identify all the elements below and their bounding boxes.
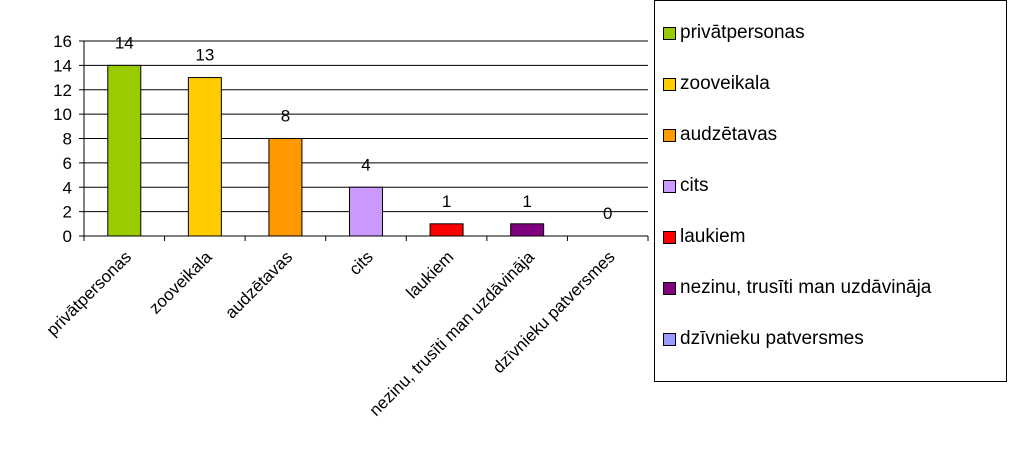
x-category-label: audzētavas xyxy=(221,247,296,322)
legend-swatch xyxy=(663,332,676,346)
legend-label: dzīvnieku patversmes xyxy=(680,328,864,349)
data-label: 1 xyxy=(442,192,451,211)
y-tick-label: 12 xyxy=(53,81,72,100)
y-tick-label: 8 xyxy=(63,130,72,149)
legend-item: privātpersonas xyxy=(663,22,805,44)
legend-swatch xyxy=(663,281,676,295)
legend: privātpersonas zooveikala audzētavas cits la… xyxy=(654,0,1007,382)
x-axis-categories: privātpersonas zooveikala audzētavas cits la… xyxy=(43,247,619,420)
x-category-label: privātpersonas xyxy=(43,247,135,339)
bar-3 xyxy=(268,138,303,237)
legend-label: privātpersonas xyxy=(680,22,805,43)
data-label: 1 xyxy=(522,192,531,211)
bar-2 xyxy=(187,77,222,237)
bar-6 xyxy=(510,223,545,237)
bars xyxy=(107,64,545,237)
gridlines xyxy=(84,40,648,213)
data-labels: 14 13 8 4 1 1 0 xyxy=(115,33,613,223)
bar-5 xyxy=(429,223,464,237)
legend-swatch xyxy=(663,179,676,193)
x-category-label: nezinu, trusīti man uzdāvināja xyxy=(366,247,539,420)
y-tick-label: 6 xyxy=(63,154,72,173)
bar-1 xyxy=(107,64,142,237)
legend-label: nezinu, trusīti man uzdāvināja xyxy=(680,277,932,298)
y-axis-ticks: 0 2 4 6 8 10 12 14 16 xyxy=(53,32,84,246)
y-tick-label: 10 xyxy=(53,105,72,124)
legend-item: dzīvnieku patversmes xyxy=(663,328,864,350)
legend-label: laukiem xyxy=(680,226,746,247)
legend-item: cits xyxy=(663,175,709,197)
data-label: 8 xyxy=(281,107,290,126)
x-category-label: zooveikala xyxy=(145,247,216,318)
y-tick-label: 2 xyxy=(63,203,72,222)
legend-label: audzētavas xyxy=(680,124,778,145)
y-tick-label: 0 xyxy=(63,227,72,246)
bar-4 xyxy=(349,186,383,237)
legend-label: zooveikala xyxy=(680,73,770,94)
data-label: 4 xyxy=(361,155,370,174)
legend-swatch xyxy=(663,26,676,40)
legend-item: nezinu, trusīti man uzdāvināja xyxy=(663,277,931,299)
legend-swatch xyxy=(663,77,676,91)
legend-swatch xyxy=(663,128,676,142)
data-label: 13 xyxy=(195,46,214,65)
y-tick-label: 14 xyxy=(53,56,72,75)
legend-swatch xyxy=(663,230,676,244)
data-label: 0 xyxy=(603,204,612,223)
y-tick-label: 16 xyxy=(53,32,72,51)
legend-item: audzētavas xyxy=(663,124,777,146)
legend-label: cits xyxy=(680,175,709,196)
data-label: 14 xyxy=(115,33,134,52)
y-tick-label: 4 xyxy=(63,178,72,197)
legend-item: laukiem xyxy=(663,226,745,248)
x-category-label: cits xyxy=(345,247,376,278)
legend-item: zooveikala xyxy=(663,73,770,95)
x-category-label: laukiem xyxy=(403,247,458,302)
